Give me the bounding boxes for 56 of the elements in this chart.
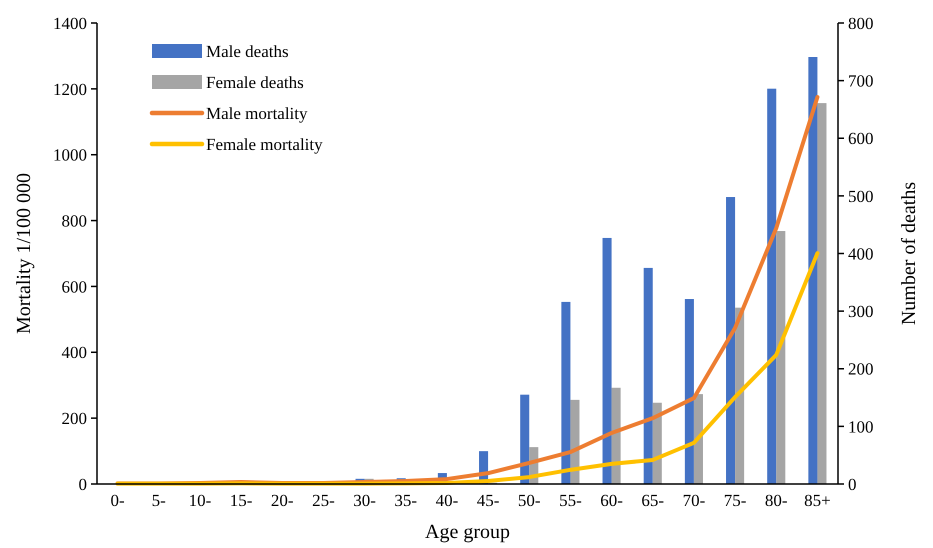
x-tick-label: 0-: [110, 491, 125, 510]
bar: [817, 103, 826, 484]
y-tick-label: 200: [62, 409, 87, 428]
bar: [776, 231, 786, 484]
x-axis-title: Age group: [425, 521, 510, 543]
bar: [684, 299, 694, 484]
x-tick-label: 40-: [436, 491, 459, 510]
bar: [767, 88, 776, 484]
y2-tick-label: 400: [848, 244, 874, 264]
x-tick-label: 70-: [682, 491, 706, 510]
y-tick-label: 1200: [53, 80, 87, 99]
bar: [644, 268, 653, 484]
bar: [520, 394, 530, 484]
y2-axis-title: Number of deaths: [898, 182, 920, 326]
x-tick-label: 45-: [476, 491, 500, 510]
x-tick-label: 20-: [270, 491, 294, 510]
bar: [602, 238, 612, 484]
legend-label: Male deaths: [206, 42, 289, 61]
x-tick-label: 75-: [724, 491, 747, 510]
x-tick-label: 15-: [230, 491, 253, 510]
x-tick-label: 25-: [312, 491, 336, 510]
x-tick-label: 85+: [804, 491, 831, 510]
legend-label: Male mortality: [206, 104, 308, 123]
y-tick-label: 800: [62, 212, 87, 231]
legend-label: Female deaths: [206, 72, 304, 92]
y2-tick-label: 700: [848, 72, 874, 91]
y-tick-label: 0: [78, 474, 87, 494]
x-tick-label: 30-: [353, 491, 376, 510]
x-tick-label: 55-: [559, 491, 582, 510]
bar: [726, 197, 736, 484]
y2-tick-label: 600: [848, 129, 874, 148]
y-tick-label: 1000: [53, 146, 87, 165]
y-tick-label: 400: [62, 343, 87, 362]
x-tick-label: 5-: [152, 491, 166, 510]
y-axis-title: Mortality 1/100 000: [13, 172, 35, 334]
y2-tick-label: 200: [848, 360, 874, 379]
line-series: [116, 251, 820, 486]
x-tick-label: 50-: [518, 491, 541, 510]
y2-tick-label: 0: [848, 474, 856, 494]
y2-tick-label: 500: [848, 186, 874, 206]
bar: [694, 394, 703, 484]
y-tick-label: 1400: [53, 14, 87, 33]
y2-tick-label: 800: [848, 14, 874, 33]
bar: [808, 57, 818, 484]
bar: [612, 388, 621, 484]
y2-tick-label: 300: [848, 302, 874, 322]
bar: [561, 302, 570, 484]
bar: [735, 308, 744, 484]
x-tick-label: 80-: [764, 491, 788, 510]
x-tick-label: 60-: [600, 491, 624, 510]
y2-tick-label: 100: [848, 417, 874, 436]
legend-label: Female mortality: [206, 134, 324, 154]
x-tick-label: 10-: [188, 491, 212, 510]
x-tick-label: 65-: [641, 491, 664, 510]
x-tick-label: 35-: [394, 491, 418, 510]
y-tick-label: 600: [62, 277, 87, 296]
